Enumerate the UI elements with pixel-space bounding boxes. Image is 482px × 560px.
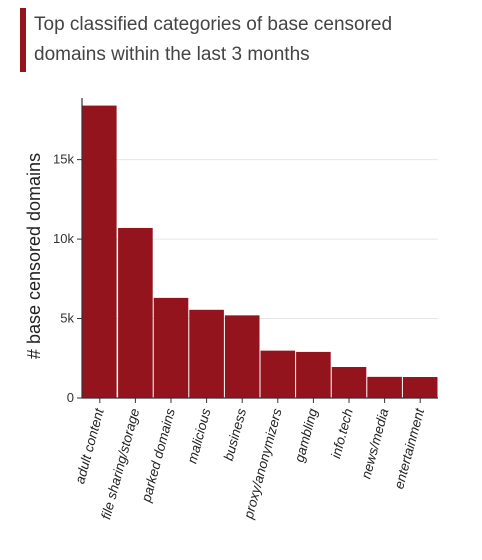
bar-info-tech <box>331 367 367 398</box>
x-tick-label: entertainment <box>391 406 427 491</box>
x-tick-label: gambling <box>292 406 321 463</box>
bar-gambling <box>296 351 331 398</box>
x-tick-label: business <box>221 407 249 463</box>
y-tick-label: 10k <box>53 231 74 246</box>
bar-news-media <box>367 376 402 398</box>
bar-entertainment <box>402 377 438 398</box>
title-accent-bar <box>20 8 26 72</box>
y-ticks: 0 5k 10k 15k <box>53 152 82 405</box>
bar-file-sharing-storage <box>118 227 153 398</box>
bar-proxy-anonymizers <box>260 350 296 398</box>
x-tick-label: parked domains <box>138 407 178 505</box>
y-tick-label: 0 <box>67 390 74 405</box>
axes <box>81 98 438 399</box>
x-tick-label: malicious <box>184 407 213 465</box>
x-tick-label: info.tech <box>328 407 356 460</box>
x-tick-label: proxy/anonymizers <box>241 407 285 522</box>
y-tick-label: 15k <box>53 152 74 167</box>
chart-title: Top classified categories of base censor… <box>34 14 393 65</box>
x-tick-label: file sharing/storage <box>98 407 142 521</box>
x-tick-label: adult content <box>72 406 107 486</box>
bar-business <box>224 315 260 398</box>
bar-adult-content <box>82 105 117 399</box>
x-tick-label: news/media <box>358 406 391 480</box>
y-tick-label: 5k <box>60 311 74 326</box>
bars <box>82 105 438 399</box>
chart-title-block: Top classified categories of base censor… <box>20 6 470 72</box>
y-axis-title: # base censored domains <box>24 153 44 359</box>
bar-malicious <box>189 309 224 398</box>
bar-parked-domains <box>153 297 189 398</box>
